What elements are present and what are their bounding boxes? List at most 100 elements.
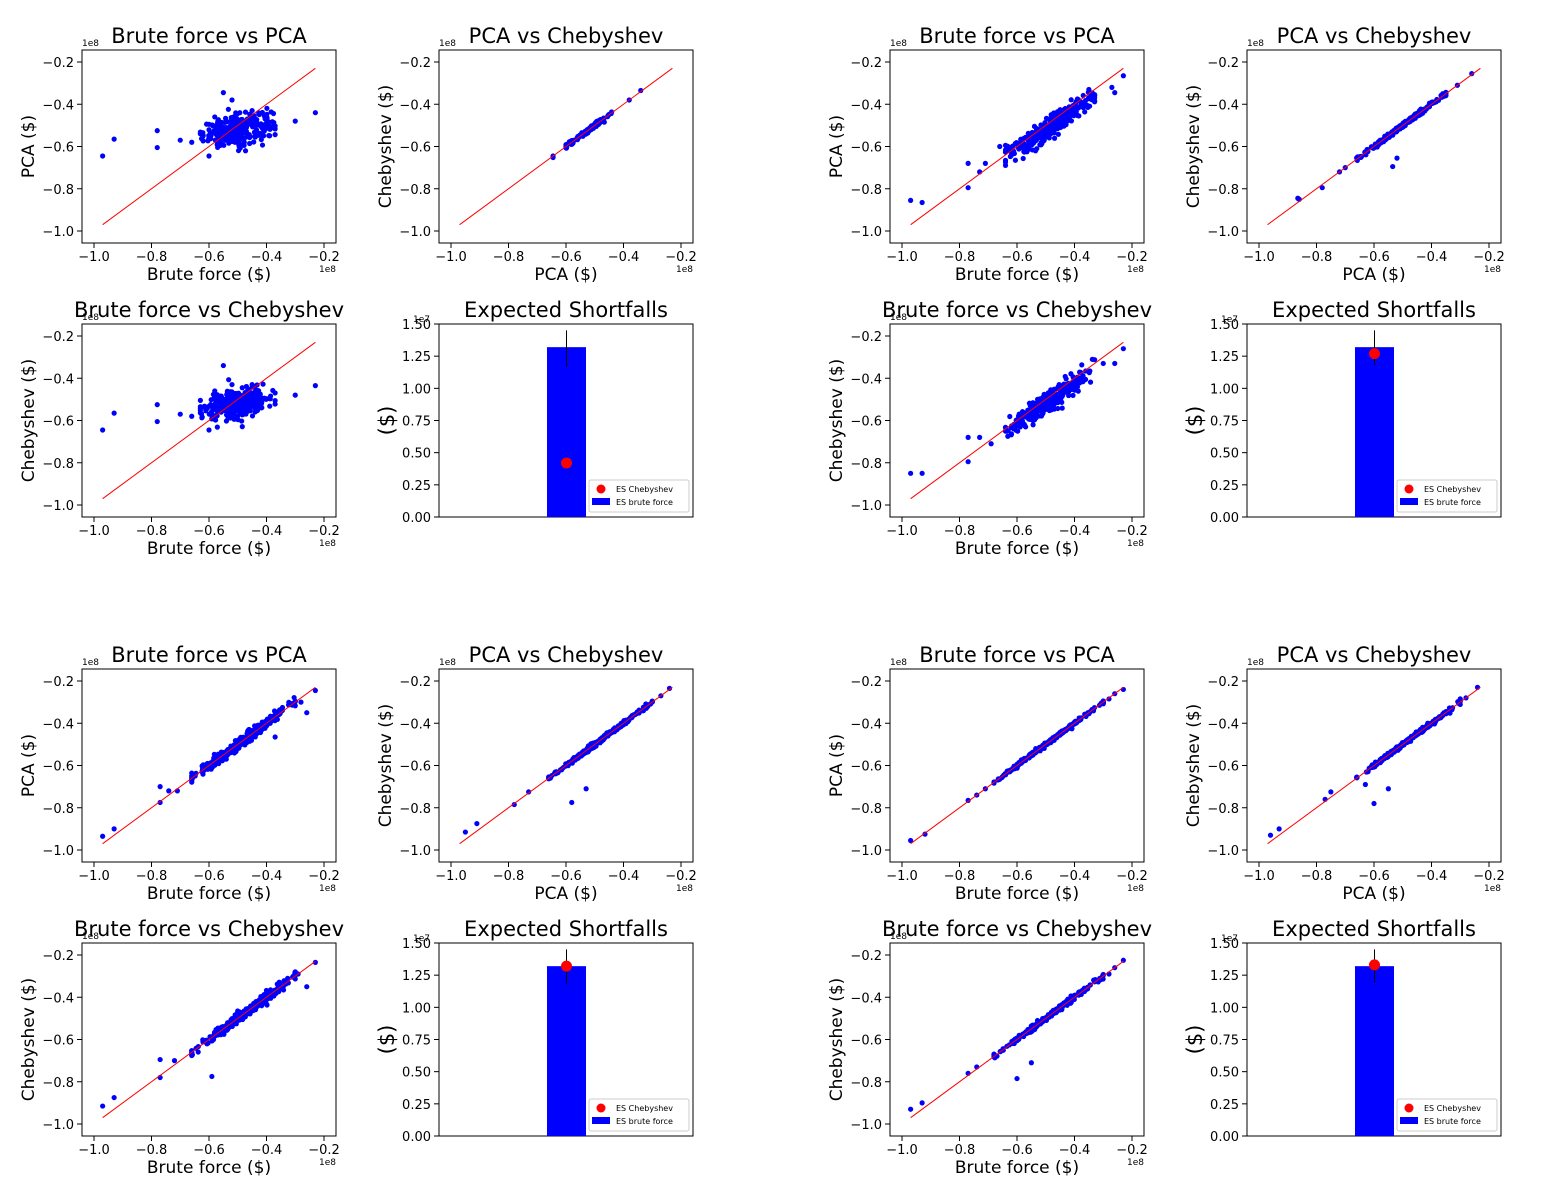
scatter-point: [198, 131, 205, 137]
scatter-point: [1109, 84, 1115, 90]
x-axis-label: PCA ($): [534, 265, 597, 285]
y-tick-label: 1.50: [402, 318, 431, 333]
scatter-point: [232, 1013, 238, 1019]
scatter-point: [201, 404, 207, 410]
scatter-point: [263, 987, 270, 994]
x-tick-label: −0.4: [251, 869, 283, 884]
scatter-point: [1026, 416, 1032, 422]
scatter-point: [195, 1049, 201, 1055]
x-tick-label: −0.2: [308, 250, 340, 265]
scatter-point: [1045, 391, 1051, 397]
scatter-point: [1019, 144, 1025, 150]
x-offset-label: 1e8: [319, 265, 336, 275]
reference-line: [102, 341, 316, 500]
scatter-point: [1054, 394, 1060, 400]
scatter-point: [251, 402, 257, 408]
scatter-point: [547, 775, 554, 781]
x-offset-label: 1e8: [676, 884, 693, 894]
x-tick-label: −0.4: [251, 524, 283, 539]
y-axis-label: Chebyshev ($): [376, 704, 396, 828]
y-tick-label: −1.0: [399, 225, 431, 240]
scatter-point: [166, 788, 172, 794]
scatter-point: [243, 124, 250, 130]
x-tick-label: −0.6: [193, 1143, 225, 1158]
scatter-point: [224, 119, 231, 125]
scatter-point: [997, 776, 1003, 782]
scatter-point: [1319, 185, 1325, 191]
x-tick-label: −1.0: [435, 869, 467, 884]
scatter-point: [239, 385, 245, 391]
scatter-point: [1028, 1060, 1034, 1066]
y-tick-label: 1.00: [402, 1001, 431, 1016]
y-axis-label: Chebyshev ($): [376, 85, 396, 209]
y-offset-label: 1e7: [413, 315, 430, 325]
x-tick-label: −0.6: [1001, 869, 1033, 884]
y-offset-label: 1e8: [890, 932, 907, 942]
scatter-point: [177, 411, 183, 417]
scatter-point: [1002, 157, 1009, 163]
scatter-point: [1405, 119, 1412, 125]
scatter-point: [1100, 360, 1106, 367]
scatter-point: [1039, 140, 1045, 147]
scatter-point: [236, 737, 242, 744]
scatter-point: [259, 726, 265, 733]
y-tick-label: −0.4: [399, 98, 431, 113]
legend-marker-icon: [596, 484, 606, 494]
x-tick-label: −0.6: [193, 524, 225, 539]
scatter-point: [919, 1100, 925, 1106]
x-axis-label: Brute force ($): [147, 539, 271, 559]
y-tick-label: −0.8: [42, 1076, 74, 1091]
scatter-point: [312, 383, 318, 389]
scatter-point: [1068, 110, 1074, 116]
scatter-point: [1047, 129, 1054, 135]
scatter-point: [1005, 433, 1011, 439]
y-axis-label: ($): [1183, 1025, 1207, 1055]
scatter-point: [977, 434, 983, 440]
x-tick-label: −1.0: [435, 250, 467, 265]
x-tick-label: −0.4: [1059, 1143, 1091, 1158]
scatter-point: [225, 135, 231, 141]
chart-title: Brute force vs PCA: [111, 24, 307, 48]
scatter-point: [254, 392, 261, 398]
scatter-point: [206, 127, 212, 133]
scatter-point: [212, 388, 218, 394]
x-axis-label: Brute force ($): [955, 265, 1079, 285]
scatter-point: [272, 718, 278, 724]
scatter-point: [100, 1103, 106, 1109]
y-offset-label: 1e8: [1247, 658, 1264, 668]
scatter-point: [249, 413, 256, 419]
x-tick-label: −0.8: [136, 524, 168, 539]
x-tick-label: −0.2: [665, 869, 697, 884]
legend-bar-icon: [592, 498, 610, 505]
y-tick-label: 1.50: [1210, 318, 1239, 333]
scatter-point: [249, 107, 255, 114]
scatter-plot: −1.0 −1.0 −0.8 −0.8 −0.6 −0.6 −0.4 −0.4 −0.2 −0.2…: [827, 917, 1152, 1178]
x-tick-label: −0.6: [193, 250, 225, 265]
scatter-point: [241, 406, 247, 412]
chart-title: Brute force vs PCA: [919, 643, 1115, 667]
scatter-point: [253, 999, 259, 1006]
scatter-point: [231, 390, 237, 396]
x-axis-label: Brute force ($): [955, 884, 1079, 904]
scatter-point: [249, 381, 255, 388]
y-tick-label: −0.2: [850, 949, 882, 964]
y-offset-label: 1e8: [890, 313, 907, 323]
scatter-point: [908, 197, 914, 203]
x-tick-label: −1.0: [78, 1143, 110, 1158]
scatter-point: [1002, 142, 1009, 148]
scatter-point: [229, 412, 235, 418]
y-tick-label: 0.00: [1210, 511, 1239, 526]
y-tick-label: −1.0: [850, 1118, 882, 1133]
x-tick-label: −0.4: [608, 250, 640, 265]
scatter-point: [1082, 109, 1088, 115]
y-tick-label: 1.25: [1210, 969, 1239, 984]
scatter-point: [246, 726, 252, 733]
scatter-point: [1058, 119, 1064, 125]
y-axis-label: Chebyshev ($): [827, 978, 847, 1102]
scatter-point: [526, 789, 532, 795]
y-tick-label: −0.8: [42, 183, 74, 198]
scatter-point: [1087, 379, 1094, 385]
scatter-plot: −1.0 −1.0 −0.8 −0.8 −0.6 −0.6 −0.4 −0.4 −0.2 −0.2…: [827, 643, 1148, 904]
x-tick-label: −0.2: [1116, 524, 1148, 539]
data-points: [908, 346, 1126, 476]
